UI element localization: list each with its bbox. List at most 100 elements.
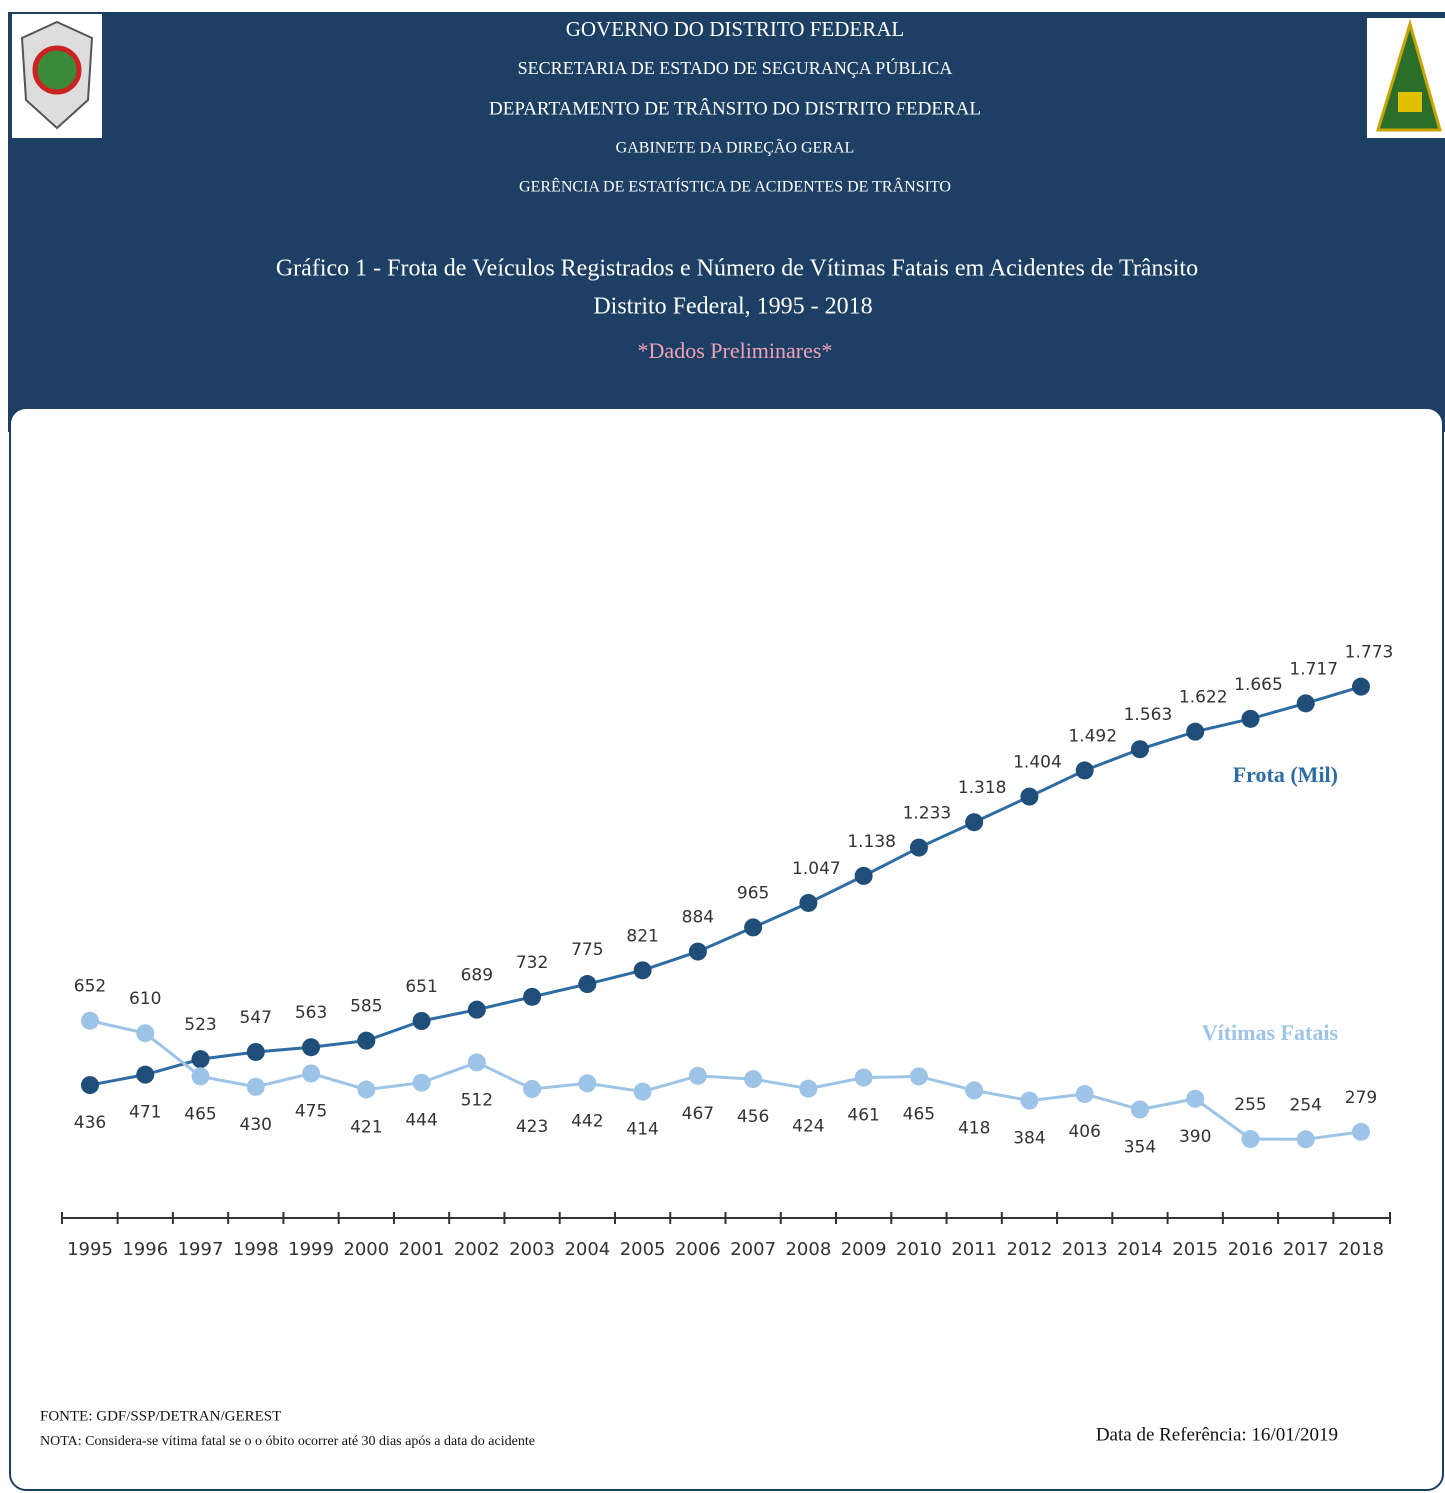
data-label: 965 bbox=[737, 883, 769, 903]
data-point bbox=[136, 1065, 155, 1084]
data-label: 465 bbox=[184, 1104, 216, 1124]
logo-right bbox=[1367, 18, 1445, 138]
data-point bbox=[1075, 1085, 1094, 1104]
data-point bbox=[578, 975, 597, 994]
data-point bbox=[412, 1012, 431, 1031]
data-point bbox=[688, 1066, 707, 1085]
data-point bbox=[81, 1076, 99, 1095]
data-point bbox=[1020, 787, 1039, 806]
x-tick-label: 2016 bbox=[1228, 1239, 1274, 1260]
data-label: 1.665 bbox=[1234, 675, 1283, 695]
data-label: 384 bbox=[1013, 1129, 1045, 1149]
data-label: 512 bbox=[461, 1090, 493, 1110]
data-label: 1.318 bbox=[958, 778, 1007, 798]
data-label: 884 bbox=[682, 908, 714, 928]
data-label: 821 bbox=[626, 926, 658, 946]
data-point bbox=[136, 1024, 155, 1043]
data-label: 1.233 bbox=[903, 804, 952, 824]
data-label: 1.563 bbox=[1124, 705, 1173, 725]
note: NOTA: Considera-se vítima fatal se o o ó… bbox=[40, 1434, 535, 1449]
data-point bbox=[523, 987, 542, 1006]
data-label: 465 bbox=[903, 1104, 935, 1124]
data-point bbox=[191, 1067, 210, 1086]
x-tick-label: 1995 bbox=[67, 1239, 113, 1260]
data-point bbox=[81, 1011, 99, 1030]
data-point bbox=[246, 1077, 265, 1096]
data-point bbox=[854, 866, 873, 885]
x-tick-label: 2010 bbox=[896, 1239, 942, 1260]
data-point bbox=[633, 1082, 652, 1101]
data-label: 461 bbox=[847, 1106, 879, 1126]
data-label: 547 bbox=[240, 1008, 272, 1028]
x-tick-label: 2018 bbox=[1338, 1239, 1384, 1260]
data-label: 430 bbox=[240, 1115, 272, 1135]
data-label: 254 bbox=[1290, 1095, 1322, 1115]
chart-title: Gráfico 1 - Frota de Veículos Registrado… bbox=[276, 256, 1198, 282]
header-line: GOVERNO DO DISTRITO FEDERAL bbox=[566, 17, 905, 41]
data-label: 442 bbox=[571, 1111, 603, 1131]
header-line: GABINETE DA DIREÇÃO GERAL bbox=[616, 139, 855, 157]
data-point bbox=[744, 918, 763, 937]
data-point bbox=[909, 838, 928, 857]
data-label: 414 bbox=[626, 1120, 658, 1140]
data-label: 651 bbox=[405, 977, 437, 997]
data-label: 732 bbox=[516, 953, 548, 973]
data-label: 424 bbox=[792, 1117, 824, 1137]
data-point bbox=[412, 1073, 431, 1092]
data-point bbox=[1296, 1130, 1315, 1149]
data-label: 585 bbox=[350, 997, 382, 1017]
data-point bbox=[744, 1070, 763, 1089]
data-point bbox=[799, 893, 818, 912]
data-label: 436 bbox=[74, 1113, 106, 1133]
x-tick-label: 2007 bbox=[730, 1239, 776, 1260]
data-point bbox=[191, 1050, 210, 1069]
data-label: 1.773 bbox=[1345, 643, 1394, 663]
data-point bbox=[1130, 1100, 1149, 1119]
data-point bbox=[302, 1064, 321, 1083]
header-line: SECRETARIA DE ESTADO DE SEGURANÇA PÚBLIC… bbox=[518, 57, 953, 78]
data-label: 456 bbox=[737, 1107, 769, 1127]
data-label: 390 bbox=[1179, 1127, 1211, 1147]
data-point bbox=[246, 1042, 265, 1061]
x-tick-label: 1997 bbox=[178, 1239, 224, 1260]
x-tick-label: 2004 bbox=[564, 1239, 610, 1260]
data-point bbox=[467, 1000, 486, 1019]
chart-subtitle: Distrito Federal, 1995 - 2018 bbox=[593, 294, 872, 320]
data-label: 1.047 bbox=[792, 859, 841, 879]
data-point bbox=[1352, 677, 1370, 696]
header-line: DEPARTAMENTO DE TRÂNSITO DO DISTRITO FED… bbox=[489, 97, 981, 119]
x-tick-label: 2002 bbox=[454, 1239, 500, 1260]
data-label: 1.138 bbox=[847, 832, 896, 852]
x-tick-label: 2008 bbox=[785, 1239, 831, 1260]
data-point bbox=[799, 1079, 818, 1098]
data-label: 1.404 bbox=[1013, 753, 1062, 773]
data-label: 523 bbox=[184, 1015, 216, 1035]
data-point bbox=[854, 1068, 873, 1087]
data-label: 421 bbox=[350, 1118, 382, 1138]
data-label: 255 bbox=[1234, 1095, 1266, 1115]
x-tick-label: 2014 bbox=[1117, 1239, 1163, 1260]
reference-date: Data de Referência: 16/01/2019 bbox=[1096, 1424, 1338, 1445]
x-tick-label: 2006 bbox=[675, 1239, 721, 1260]
data-label: 418 bbox=[958, 1118, 990, 1138]
x-tick-label: 2017 bbox=[1283, 1239, 1329, 1260]
data-label: 475 bbox=[295, 1101, 327, 1121]
x-tick-label: 2000 bbox=[343, 1239, 389, 1260]
data-label: 610 bbox=[129, 989, 161, 1009]
series-line bbox=[89, 685, 1362, 1087]
chart-panel bbox=[9, 407, 1444, 1491]
header-line: GERÊNCIA DE ESTATÍSTICA DE ACIDENTES DE … bbox=[519, 177, 951, 196]
x-tick-label: 2015 bbox=[1172, 1239, 1218, 1260]
data-point bbox=[1186, 722, 1205, 741]
series-line bbox=[89, 1019, 1362, 1141]
data-label: 471 bbox=[129, 1103, 161, 1123]
data-point bbox=[1020, 1091, 1039, 1110]
x-tick-label: 1996 bbox=[122, 1239, 168, 1260]
data-point bbox=[302, 1038, 321, 1057]
legend-label: Vítimas Fatais bbox=[1202, 1020, 1339, 1045]
logo-left bbox=[12, 14, 102, 138]
x-tick-label: 2012 bbox=[1007, 1239, 1053, 1260]
legend-label: Frota (Mil) bbox=[1233, 762, 1338, 787]
data-label: 1.492 bbox=[1068, 726, 1117, 746]
